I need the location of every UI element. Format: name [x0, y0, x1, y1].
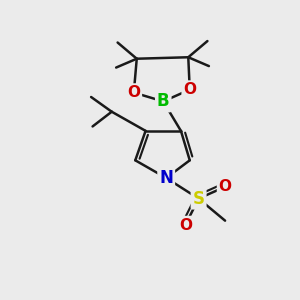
Text: B: B: [157, 92, 169, 110]
Text: O: O: [219, 179, 232, 194]
Text: N: N: [159, 169, 173, 187]
Text: O: O: [179, 218, 192, 232]
Text: S: S: [193, 190, 205, 208]
Text: O: O: [183, 82, 196, 97]
Text: O: O: [127, 85, 140, 100]
